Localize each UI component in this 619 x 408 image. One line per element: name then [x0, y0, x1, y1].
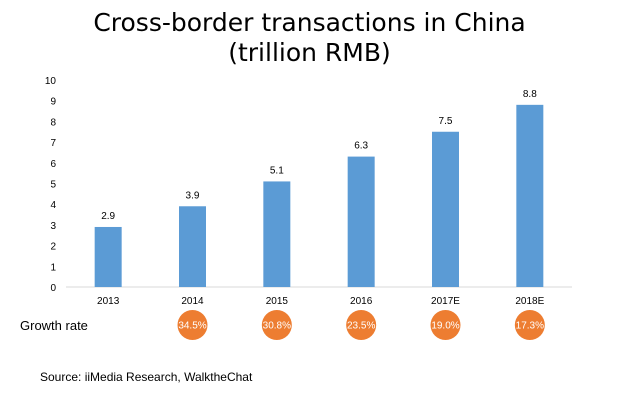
x-tick-label: 2013	[97, 296, 120, 307]
data-label: 6.3	[354, 141, 368, 152]
y-tick-label: 5	[50, 180, 56, 191]
y-tick-label: 2	[50, 242, 56, 253]
growth-rate-value: 19.0%	[431, 321, 459, 332]
x-tick-label: 2015	[266, 296, 289, 307]
growth-rate-bubble	[430, 310, 461, 340]
x-tick-label: 2017E	[431, 296, 460, 307]
source-note: Source: iiMedia Research, WalktheChat	[40, 370, 253, 384]
bar	[432, 131, 459, 287]
bar	[516, 104, 544, 287]
bar	[347, 156, 375, 287]
x-tick-label: 2018E	[515, 296, 544, 307]
y-tick-label: 1	[50, 262, 56, 273]
growth-rate-value: 23.5%	[347, 321, 375, 332]
y-tick-label: 7	[50, 138, 56, 149]
data-label: 7.5	[439, 116, 453, 127]
y-tick-label: 3	[50, 221, 56, 232]
bar	[263, 181, 291, 287]
growth-rate-value: 34.5%	[178, 321, 206, 332]
chart-title-line-2: (trillion RMB)	[228, 38, 391, 67]
chart-title-line-1: Cross-border transactions in China	[93, 8, 526, 37]
x-tick-label: 2014	[181, 296, 204, 307]
growth-rate-bubble	[261, 310, 292, 340]
growth-rate-value: 17.3%	[516, 321, 544, 332]
chart-title: Cross-border transactions in China (tril…	[0, 8, 619, 68]
y-tick-label: 9	[50, 97, 56, 108]
y-tick-label: 10	[45, 76, 57, 87]
x-tick-label: 2016	[350, 296, 373, 307]
data-label: 2.9	[101, 211, 115, 222]
y-tick-label: 8	[50, 117, 56, 128]
growth-rate-label: Growth rate	[20, 318, 88, 333]
data-label: 8.8	[523, 89, 537, 100]
bar	[94, 226, 122, 287]
y-tick-label: 0	[50, 283, 56, 294]
growth-rate-bubble	[514, 310, 545, 340]
growth-rate-bubble	[177, 310, 208, 340]
bar	[179, 206, 206, 287]
data-label: 3.9	[186, 190, 200, 201]
y-tick-label: 6	[50, 159, 56, 170]
growth-rate-value: 30.8%	[263, 321, 291, 332]
data-label: 5.1	[270, 165, 284, 176]
growth-rate-bubble	[346, 310, 377, 340]
y-tick-label: 4	[50, 200, 56, 211]
